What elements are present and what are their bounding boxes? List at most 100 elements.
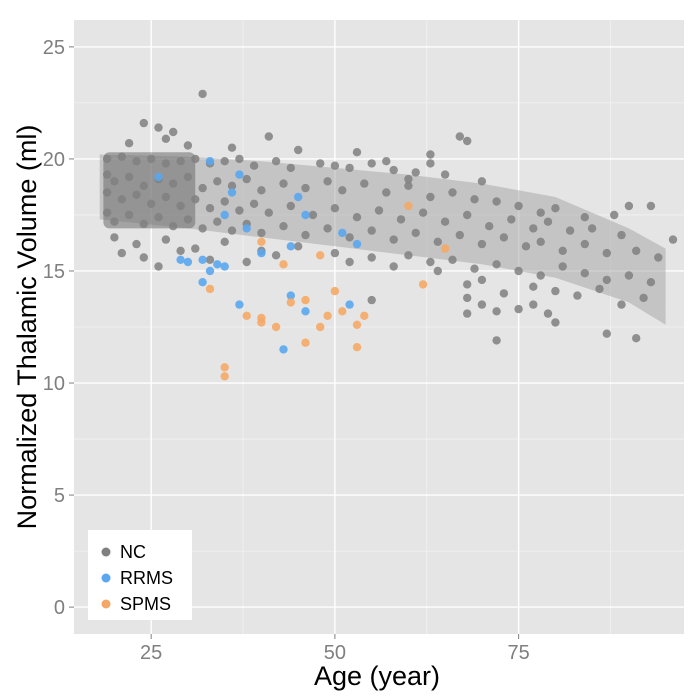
point-nc bbox=[382, 157, 391, 166]
y-axis-title: Normalized Thalamic Volume (ml) bbox=[12, 125, 42, 530]
point-nc bbox=[529, 224, 538, 233]
point-nc bbox=[360, 179, 369, 188]
point-nc bbox=[161, 159, 171, 168]
point-nc bbox=[352, 213, 362, 222]
point-nc bbox=[316, 159, 325, 168]
point-nc bbox=[147, 199, 156, 208]
point-nc bbox=[169, 179, 178, 188]
point-nc bbox=[580, 269, 589, 278]
point-nc bbox=[161, 192, 171, 202]
y-tick-label: 20 bbox=[43, 149, 65, 171]
point-nc bbox=[646, 201, 656, 211]
point-nc bbox=[345, 233, 354, 242]
point-nc bbox=[227, 226, 237, 235]
point-nc bbox=[426, 150, 435, 159]
point-nc bbox=[477, 275, 487, 285]
point-nc bbox=[176, 157, 185, 166]
legend: NC RRMS SPMS bbox=[88, 530, 192, 620]
point-nc bbox=[117, 195, 127, 204]
point-nc bbox=[433, 266, 442, 276]
point-nc bbox=[477, 300, 487, 309]
point-nc bbox=[102, 188, 112, 197]
point-nc bbox=[565, 226, 575, 235]
y-tick-label: 25 bbox=[43, 37, 65, 59]
point-nc bbox=[132, 157, 141, 166]
point-spms bbox=[257, 237, 266, 246]
point-spms bbox=[242, 311, 251, 320]
point-nc bbox=[279, 179, 288, 188]
point-nc bbox=[463, 293, 472, 303]
point-nc bbox=[602, 329, 611, 338]
point-rrms bbox=[198, 255, 207, 264]
point-rrms bbox=[294, 192, 303, 202]
point-nc bbox=[220, 237, 229, 246]
point-nc bbox=[227, 143, 237, 152]
point-nc bbox=[507, 215, 516, 224]
point-nc bbox=[330, 248, 340, 258]
point-nc bbox=[514, 201, 523, 211]
point-nc bbox=[213, 177, 222, 186]
point-spms bbox=[360, 311, 369, 320]
point-nc bbox=[294, 145, 303, 155]
point-nc bbox=[389, 235, 398, 244]
y-axis-ticks: 0 5 10 15 20 25 bbox=[43, 37, 74, 619]
point-nc bbox=[249, 199, 259, 208]
point-nc bbox=[139, 219, 148, 229]
point-nc bbox=[639, 293, 648, 303]
point-spms bbox=[301, 338, 310, 347]
point-nc bbox=[117, 248, 127, 258]
point-nc bbox=[624, 271, 634, 280]
point-nc bbox=[323, 177, 332, 186]
point-nc bbox=[169, 222, 178, 231]
point-nc bbox=[161, 134, 171, 143]
point-rrms bbox=[220, 262, 229, 271]
point-spms bbox=[440, 244, 450, 253]
point-nc bbox=[139, 118, 148, 128]
point-spms bbox=[316, 251, 325, 260]
point-nc bbox=[191, 154, 200, 164]
point-spms bbox=[286, 298, 295, 307]
point-nc bbox=[632, 334, 641, 343]
point-rrms bbox=[176, 255, 185, 264]
point-nc bbox=[499, 233, 509, 242]
point-spms bbox=[418, 280, 428, 289]
point-nc bbox=[536, 237, 545, 246]
point-nc bbox=[367, 226, 376, 235]
point-nc bbox=[433, 237, 442, 246]
point-nc bbox=[110, 217, 119, 226]
point-rrms bbox=[213, 260, 222, 269]
point-nc bbox=[389, 165, 398, 175]
point-nc bbox=[301, 183, 310, 193]
point-nc bbox=[404, 174, 413, 184]
point-nc bbox=[257, 186, 266, 195]
point-nc bbox=[124, 139, 134, 148]
point-nc bbox=[338, 186, 347, 195]
x-tick-label: 75 bbox=[508, 642, 530, 664]
point-rrms bbox=[205, 266, 215, 276]
point-rrms bbox=[286, 242, 295, 251]
point-nc bbox=[492, 307, 501, 316]
nc-dense-cluster bbox=[103, 152, 196, 229]
point-nc bbox=[367, 159, 376, 168]
point-nc bbox=[551, 286, 560, 296]
point-nc bbox=[132, 190, 141, 199]
point-nc bbox=[205, 255, 215, 264]
point-nc bbox=[470, 264, 479, 273]
point-nc bbox=[536, 271, 545, 280]
point-nc bbox=[558, 262, 567, 271]
point-spms bbox=[338, 307, 347, 316]
point-rrms bbox=[205, 157, 215, 166]
point-nc bbox=[183, 215, 193, 224]
point-nc bbox=[330, 204, 340, 213]
x-tick-label: 25 bbox=[140, 642, 162, 664]
point-nc bbox=[124, 172, 134, 182]
point-nc bbox=[176, 201, 185, 211]
point-nc bbox=[617, 300, 626, 309]
legend-label-spms: SPMS bbox=[120, 594, 171, 614]
point-rrms bbox=[301, 210, 310, 220]
point-nc bbox=[242, 257, 251, 267]
point-spms bbox=[330, 286, 340, 296]
point-nc bbox=[463, 136, 472, 146]
point-spms bbox=[404, 201, 413, 211]
data-points bbox=[102, 89, 678, 381]
